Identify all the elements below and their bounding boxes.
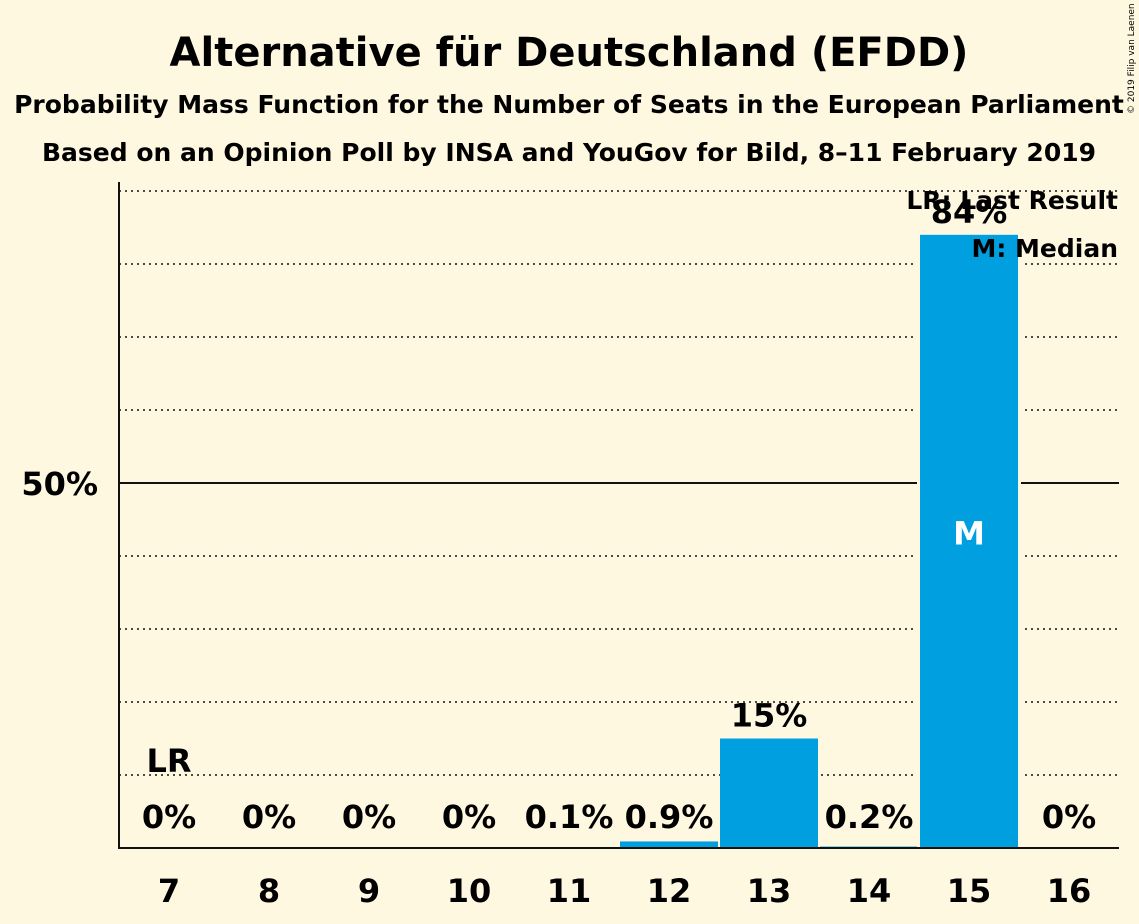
chart-subtitle-1: Probability Mass Function for the Number… xyxy=(14,90,1124,119)
chart-subtitle-2: Based on an Opinion Poll by INSA and You… xyxy=(42,138,1096,167)
legend-median: M: Median xyxy=(971,234,1118,263)
x-tick-label: 8 xyxy=(258,872,280,910)
data-label: 0% xyxy=(142,798,196,836)
y-tick-label: 50% xyxy=(21,465,98,503)
legend-last-result: LR: Last Result xyxy=(906,186,1118,215)
bar xyxy=(620,841,718,848)
bars xyxy=(520,234,1021,849)
data-label: 0.9% xyxy=(625,798,714,836)
data-label: 0.2% xyxy=(825,798,914,836)
x-tick-label: 10 xyxy=(447,872,492,910)
data-label: 0% xyxy=(1042,798,1096,836)
y-tick-labels: 50% xyxy=(21,465,98,503)
x-tick-label: 16 xyxy=(1047,872,1092,910)
x-tick-label: 13 xyxy=(747,872,792,910)
data-label: 0.1% xyxy=(525,798,614,836)
bar xyxy=(720,738,818,848)
x-tick-labels: 7 8 9 10 11 12 13 14 15 16 xyxy=(158,872,1091,910)
data-label: 0% xyxy=(342,798,396,836)
median-marker: M xyxy=(953,514,985,552)
last-result-marker: LR xyxy=(146,742,191,780)
data-label: 0% xyxy=(442,798,496,836)
x-tick-label: 9 xyxy=(358,872,380,910)
x-tick-label: 14 xyxy=(847,872,892,910)
data-label: 84% xyxy=(931,193,1008,231)
data-label: 15% xyxy=(731,697,808,735)
x-tick-label: 7 xyxy=(158,872,180,910)
x-tick-label: 11 xyxy=(547,872,592,910)
bar xyxy=(920,234,1018,849)
data-labels: 0% LR 0% 0% 0% 0.1% 0.9% 15% 0.2% 84% M 0% xyxy=(142,193,1096,836)
x-tick-label: 15 xyxy=(947,872,992,910)
x-tick-label: 12 xyxy=(647,872,692,910)
chart-title: Alternative für Deutschland (EFDD) xyxy=(170,30,969,76)
data-label: 0% xyxy=(242,798,296,836)
copyright-text: © 2019 Filip van Laenen xyxy=(1127,3,1137,114)
